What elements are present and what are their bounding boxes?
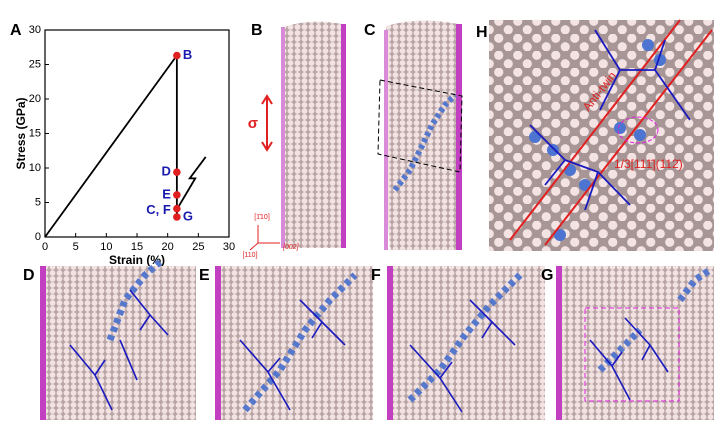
surface-atoms xyxy=(387,266,393,420)
defect-atom xyxy=(614,122,626,134)
defect-atom xyxy=(554,229,566,241)
panel-h: H Anti-twin 1/3[111̄](112̄) xyxy=(476,19,714,251)
x-tick-label: 15 xyxy=(131,241,143,253)
defect-atom xyxy=(579,179,591,191)
panel-label: G xyxy=(541,267,553,284)
surface-atoms xyxy=(215,266,221,420)
point-label: E xyxy=(162,186,171,201)
arrow-head xyxy=(261,94,273,152)
point xyxy=(173,51,181,60)
x-tick-label: 25 xyxy=(192,241,204,253)
x-tick-label: 5 xyxy=(73,241,79,253)
highlight xyxy=(617,116,659,144)
y-tick-label: 5 xyxy=(35,196,41,208)
zoom-box xyxy=(584,307,680,402)
panel-d: D xyxy=(23,259,196,420)
slip-lines xyxy=(69,289,169,411)
slip-lines xyxy=(589,317,669,401)
defect-atoms xyxy=(242,272,358,413)
defect-atoms xyxy=(597,267,712,373)
defect-atom xyxy=(529,131,541,143)
defect-atom xyxy=(642,39,654,51)
x-tick-label: 0 xyxy=(42,241,48,253)
x-tick-label: 30 xyxy=(223,241,235,253)
axis-label: [002] xyxy=(282,244,300,251)
stress-strain-chart: A 0 5 10 15 20 25 30 0 5 10 15 20 25 30 Strain (%) Stre… xyxy=(10,22,235,267)
point xyxy=(173,191,181,199)
x-tick-label: 20 xyxy=(162,241,174,253)
axis-label: [1̄10] xyxy=(254,214,270,221)
defect-atom xyxy=(547,144,559,156)
defect-atom xyxy=(564,164,576,176)
nanopillar xyxy=(284,21,346,248)
twin-boundary xyxy=(509,19,681,241)
point xyxy=(173,213,181,221)
defect-atoms xyxy=(106,259,163,342)
point-label: G xyxy=(183,208,193,223)
stress-symbol: σ xyxy=(248,115,258,132)
x-axis-label: Strain (%) xyxy=(109,253,165,267)
axis-label: [110] xyxy=(242,252,257,259)
nanopillar xyxy=(384,20,462,251)
panel-g: G xyxy=(541,266,714,420)
slip-lines xyxy=(239,299,346,411)
slip-lines xyxy=(529,29,691,211)
panel-label: F xyxy=(371,267,381,284)
slip-lines xyxy=(409,299,516,413)
y-tick-label: 25 xyxy=(29,58,41,70)
surface-atoms xyxy=(456,24,462,250)
y-tick-label: 20 xyxy=(29,93,41,105)
point xyxy=(173,168,181,176)
plot-frame xyxy=(44,29,230,238)
point-label: D xyxy=(161,164,170,179)
panel-c: C xyxy=(364,20,463,251)
panel-label: E xyxy=(199,267,210,284)
twin-boundary xyxy=(544,29,713,246)
axis-arrow xyxy=(249,242,259,251)
y-axis-label: Stress (GPa) xyxy=(14,97,28,169)
defect-atom xyxy=(634,129,646,141)
y-tick-label: 10 xyxy=(29,162,41,174)
y-tick-label: 30 xyxy=(29,24,41,36)
defect-atoms xyxy=(392,92,458,192)
zoom-box xyxy=(377,79,463,173)
surface-atoms xyxy=(341,24,346,248)
y-tick-label: 0 xyxy=(35,231,41,243)
panel-label: H xyxy=(476,24,488,41)
surface-atoms xyxy=(40,266,46,420)
surface-atoms xyxy=(556,266,562,420)
panel-f: F xyxy=(371,266,545,420)
atom-lattice xyxy=(489,20,714,251)
panel-label: B xyxy=(251,22,263,39)
panel-label: A xyxy=(10,22,22,39)
panel-label: D xyxy=(23,267,35,284)
atom-lattice xyxy=(387,266,545,420)
annotation: 1/3[111̄](112̄) xyxy=(614,157,683,171)
surface-atoms xyxy=(384,30,388,250)
x-tick-label: 10 xyxy=(100,241,112,253)
panel-e: E xyxy=(199,266,373,420)
atom-lattice xyxy=(40,266,196,420)
point xyxy=(173,204,181,213)
defect-atoms xyxy=(407,272,523,403)
point-label: B xyxy=(183,47,192,62)
surface-atoms xyxy=(281,27,285,248)
y-tick-label: 15 xyxy=(29,127,41,139)
point-label: C, F xyxy=(146,202,171,217)
atom-lattice xyxy=(556,266,714,420)
panel-label: C xyxy=(364,22,376,39)
break-symbol xyxy=(176,156,207,210)
panel-b: B σ [1̄10] [002] [110] xyxy=(242,21,346,259)
